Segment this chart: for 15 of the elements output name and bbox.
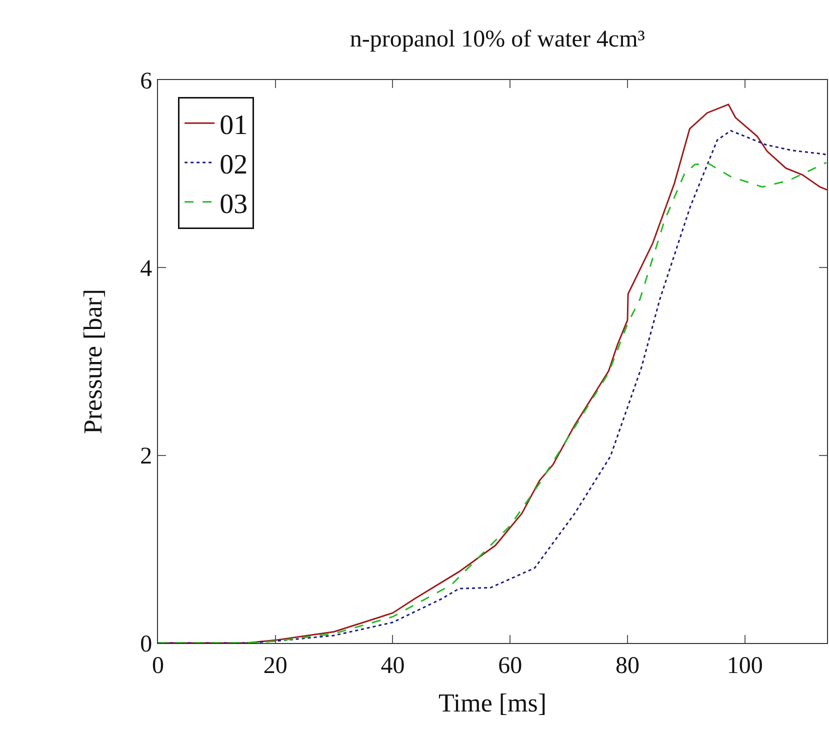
x-tick-label: 100 [726, 652, 763, 679]
y-tick-label: 6 [140, 68, 152, 94]
y-tick-label: 0 [140, 631, 152, 658]
x-tick-label: 40 [380, 652, 405, 679]
y-axis-title: Pressure [bar] [78, 288, 108, 434]
x-tick-label: 60 [498, 652, 522, 679]
x-tick-label: 80 [615, 652, 640, 679]
chart-title: n-propanol 10% of water 4cm³ [350, 26, 645, 53]
x-tick-label: 20 [263, 652, 288, 679]
y-tick-label: 4 [140, 256, 152, 282]
x-axis-title: Time [ms] [438, 688, 547, 718]
legend-label: 01 [220, 110, 248, 142]
y-tick-label: 2 [140, 444, 152, 470]
legend-label: 02 [220, 149, 248, 180]
legend-label: 03 [220, 188, 248, 220]
